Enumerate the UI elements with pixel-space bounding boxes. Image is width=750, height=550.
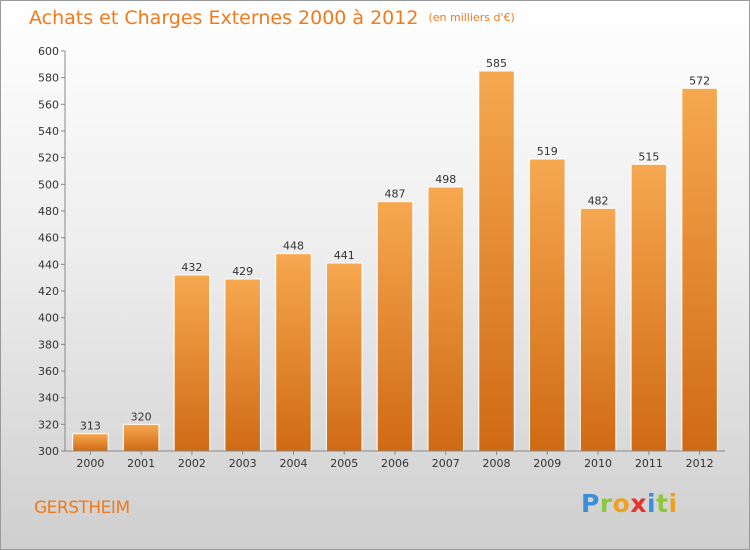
x-tick-label-2006: 2006 (381, 457, 409, 470)
logo-letter: i (668, 489, 678, 518)
logo-letter: r (599, 489, 613, 518)
bar-2002 (173, 274, 211, 452)
x-tick-label-2003: 2003 (229, 457, 257, 470)
bar-2009 (529, 158, 566, 452)
y-tick-label: 580 (38, 72, 59, 85)
x-tick-label-2009: 2009 (533, 457, 561, 470)
x-tick-label-2010: 2010 (584, 457, 612, 470)
place-name: GERSTHEIM (34, 498, 130, 518)
bar-2011 (630, 163, 668, 452)
y-tick-label: 560 (38, 98, 59, 111)
x-axis: 2000 2001 2002 2003 2004 2005 2006 2007 2008 2009… (65, 450, 725, 470)
logo-letter: i (647, 489, 657, 518)
bar-2003 (224, 278, 261, 452)
value-label-2011: 515 (638, 150, 659, 163)
bar-2006 (376, 201, 414, 452)
bar-2010 (579, 207, 617, 452)
y-tick-label: 480 (38, 205, 59, 218)
value-label-2000: 313 (80, 420, 101, 433)
value-label-2003: 429 (232, 265, 253, 278)
x-tick-label-2000: 2000 (76, 457, 104, 470)
x-tick-label-2008: 2008 (483, 457, 511, 470)
bar-2001 (122, 423, 160, 452)
x-tick-label-2004: 2004 (279, 457, 307, 470)
value-label-2001: 320 (131, 410, 152, 423)
x-tick-label-2005: 2005 (330, 457, 358, 470)
x-tick-label-2012: 2012 (686, 457, 714, 470)
x-tick-label-2001: 2001 (127, 457, 155, 470)
y-tick-label: 340 (38, 392, 59, 405)
title-text: Achats et Charges Externes 2000 à 2012 (29, 7, 419, 29)
y-tick-label: 380 (38, 338, 59, 351)
bar-2008 (478, 70, 515, 452)
y-tick-label: 300 (38, 445, 59, 458)
x-tick-label-2002: 2002 (178, 457, 206, 470)
value-label-2009: 519 (537, 145, 558, 158)
y-tick-label: 400 (38, 312, 59, 325)
value-label-2008: 585 (486, 57, 507, 70)
x-tick-label-2011: 2011 (635, 457, 663, 470)
x-tick-label-2007: 2007 (432, 457, 460, 470)
bar-2007 (427, 186, 465, 452)
y-tick-label: 360 (38, 365, 59, 378)
bar-2000 (72, 433, 109, 452)
logo-letter: x (630, 489, 647, 518)
y-tick-label: 320 (38, 418, 59, 431)
value-label-2012: 572 (689, 74, 710, 87)
y-tick-label: 420 (38, 285, 59, 298)
y-tick-label: 520 (38, 152, 59, 165)
value-label-2002: 432 (181, 261, 202, 274)
bars: 313 320 432 429 448 441 487 498 585 519 482 515 572 (72, 57, 718, 452)
y-tick-label: 500 (38, 178, 59, 191)
y-tick-label: 440 (38, 258, 59, 271)
y-tick-label: 600 (38, 45, 59, 58)
logo-letter: o (612, 489, 631, 518)
bar-2005 (325, 262, 363, 452)
logo-letter: t (656, 489, 669, 518)
y-axis: 300 320 340 360 380 400 420 440 460 480 500 520 540 5… (38, 45, 66, 458)
value-label-2005: 441 (334, 249, 355, 262)
y-tick-label: 460 (38, 232, 59, 245)
value-label-2010: 482 (588, 194, 609, 207)
bar-2012 (681, 87, 718, 452)
value-label-2007: 498 (435, 173, 456, 186)
proxiti-logo: Proxiti (581, 489, 678, 518)
title-unit: (en milliers d'€) (428, 11, 515, 24)
bar-2004 (275, 253, 312, 452)
value-label-2006: 487 (385, 188, 406, 201)
y-tick-label: 540 (38, 125, 59, 138)
value-label-2004: 448 (283, 240, 304, 253)
logo-letter: P (581, 489, 600, 518)
chart-title: Achats et Charges Externes 2000 à 2012 (e… (29, 7, 515, 29)
